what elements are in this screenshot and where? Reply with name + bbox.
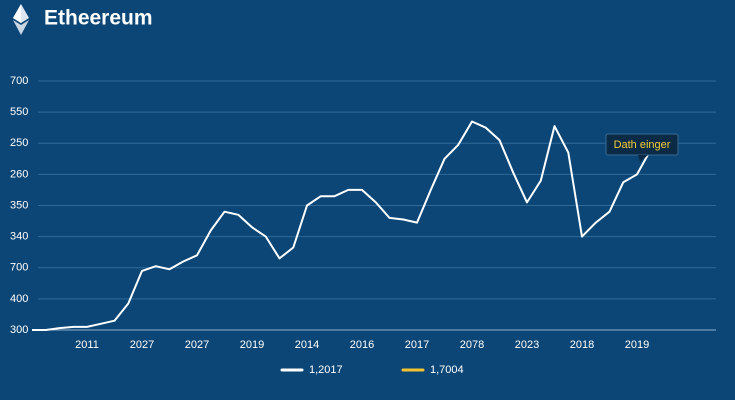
logo bbox=[13, 4, 29, 35]
annotation-pointer bbox=[638, 155, 648, 162]
y-tick-label: 400 bbox=[10, 293, 28, 305]
x-tick-label: 2016 bbox=[350, 339, 374, 351]
x-tick-label: 2023 bbox=[515, 339, 539, 351]
y-tick-label: 250 bbox=[10, 137, 28, 149]
x-tick-label: 2011 bbox=[75, 339, 99, 351]
x-tick-label: 2014 bbox=[295, 339, 319, 351]
x-tick-label: 2018 bbox=[570, 339, 594, 351]
legend-label: 1,7004 bbox=[430, 364, 464, 376]
y-tick-label: 350 bbox=[10, 199, 28, 211]
x-tick-label: 2017 bbox=[405, 339, 429, 351]
legend-label: 1,2017 bbox=[309, 364, 343, 376]
y-tick-label: 300 bbox=[10, 324, 28, 336]
y-tick-label: 700 bbox=[10, 262, 28, 274]
chart-title: Etheereum bbox=[44, 7, 153, 30]
annotation-text: Dath einger bbox=[614, 139, 671, 151]
annotation: Dath einger bbox=[605, 133, 679, 162]
y-tick-label: 550 bbox=[10, 106, 28, 118]
data-line bbox=[32, 120, 652, 331]
y-tick-label: 340 bbox=[10, 231, 28, 243]
y-tick-label: 700 bbox=[10, 75, 28, 87]
x-tick-label: 2078 bbox=[460, 339, 484, 351]
x-tick-label: 2027 bbox=[185, 339, 209, 351]
y-tick-label: 260 bbox=[10, 168, 28, 180]
x-tick-label: 2019 bbox=[240, 339, 264, 351]
x-tick-label: 2019 bbox=[625, 339, 649, 351]
x-tick-label: 2027 bbox=[130, 339, 154, 351]
